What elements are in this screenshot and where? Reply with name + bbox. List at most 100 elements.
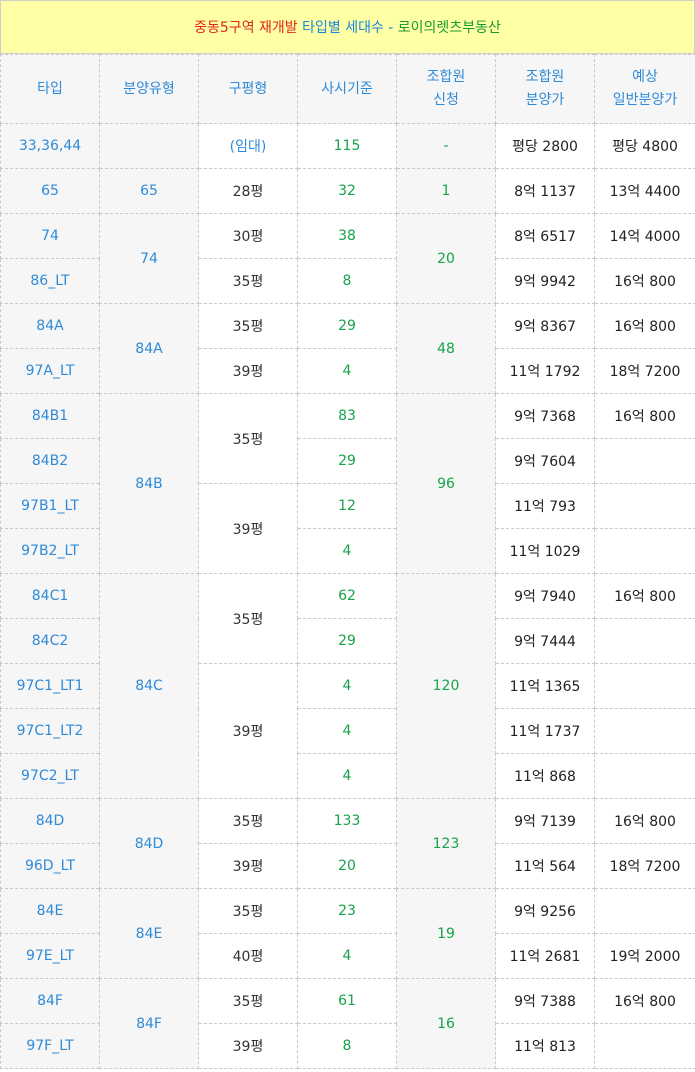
table-row: 97A_LT 39평 4 11억 1792 18억 7200 bbox=[0, 348, 695, 394]
unit-type-table: 타입 분양유형 구평형 사시기준 조합원 신청 조합원 분양가 예상 일반분양가 33… bbox=[0, 54, 695, 1069]
cell-type: 84B2 bbox=[0, 438, 100, 484]
table-row: 97F_LT 39평 8 11억 813 bbox=[0, 1023, 695, 1069]
table-row: 84B1 84B 35평 83 96 9억 7368 16억 800 bbox=[0, 393, 695, 574]
cell-count: 133 bbox=[297, 798, 397, 844]
table-row: 84B2 29 9억 7604 bbox=[0, 438, 695, 484]
cell-area: 28평 bbox=[198, 168, 298, 214]
cell-count: 32 bbox=[297, 168, 397, 214]
cell-area: 39평 bbox=[198, 1023, 298, 1069]
cell-type: 86_LT bbox=[0, 258, 100, 304]
cell-general-price: 16억 800 bbox=[594, 573, 695, 619]
table-row: 97B1_LT 39평 12 11억 793 bbox=[0, 483, 695, 574]
cell-union-price: 9억 8367 bbox=[495, 303, 595, 349]
cell-general-price: 13억 4400 bbox=[594, 168, 695, 214]
table-row: 84D 84D 35평 133 123 9억 7139 16억 800 bbox=[0, 798, 695, 889]
cell-sale-type: 84B bbox=[99, 393, 199, 574]
cell-type: 33,36,44 bbox=[0, 123, 100, 169]
header-row: 타입 분양유형 구평형 사시기준 조합원 신청 조합원 분양가 예상 일반분양가 bbox=[0, 54, 695, 124]
cell-count: 4 bbox=[297, 528, 397, 574]
cell-general-price: 18억 7200 bbox=[594, 843, 695, 889]
cell-count: 20 bbox=[297, 843, 397, 889]
cell-sale-type: 84D bbox=[99, 798, 199, 889]
cell-area: 39평 bbox=[198, 348, 298, 394]
cell-general-price bbox=[594, 1023, 695, 1069]
cell-count: 29 bbox=[297, 438, 397, 484]
table-row: 84C1 84C 35평 62 120 9억 7940 16억 800 bbox=[0, 573, 695, 799]
cell-union-price: 11억 1029 bbox=[495, 528, 595, 574]
header-union-price-line1: 조합원 bbox=[525, 69, 565, 85]
cell-count: 83 bbox=[297, 393, 397, 439]
header-union-request-line1: 조합원 bbox=[426, 69, 466, 85]
header-count: 사시기준 bbox=[297, 54, 397, 124]
cell-area: 40평 bbox=[198, 933, 298, 979]
header-area: 구평형 bbox=[198, 54, 298, 124]
cell-union-request: 19 bbox=[396, 888, 496, 979]
table-row: 97C2_LT 4 11억 868 bbox=[0, 753, 695, 799]
cell-union-price: 11억 1737 bbox=[495, 708, 595, 754]
cell-type: 84F bbox=[0, 978, 100, 1024]
cell-union-price: 9억 7368 bbox=[495, 393, 595, 439]
table-row: 97C1_LT1 39평 4 11억 1365 bbox=[0, 663, 695, 799]
cell-union-request: 120 bbox=[396, 573, 496, 799]
cell-type: 84B1 bbox=[0, 393, 100, 439]
cell-sale-type: 84C bbox=[99, 573, 199, 799]
cell-count: 61 bbox=[297, 978, 397, 1024]
cell-general-price: 16억 800 bbox=[594, 393, 695, 439]
cell-count: 29 bbox=[297, 303, 397, 349]
cell-type: 74 bbox=[0, 213, 100, 259]
cell-count: 38 bbox=[297, 213, 397, 259]
cell-sale-type: 84A bbox=[99, 303, 199, 394]
cell-type: 84D bbox=[0, 798, 100, 844]
cell-area: 35평 bbox=[198, 258, 298, 304]
header-type: 타입 bbox=[0, 54, 100, 124]
cell-general-price bbox=[594, 708, 695, 754]
cell-union-request: 123 bbox=[396, 798, 496, 889]
cell-general-price bbox=[594, 618, 695, 664]
table-row: 84E 84E 35평 23 19 9억 9256 bbox=[0, 888, 695, 979]
cell-union-request: 1 bbox=[396, 168, 496, 214]
cell-union-price: 9억 7604 bbox=[495, 438, 595, 484]
cell-count: 8 bbox=[297, 258, 397, 304]
cell-type: 97F_LT bbox=[0, 1023, 100, 1069]
cell-type: 97C1_LT1 bbox=[0, 663, 100, 709]
cell-sale-type: 65 bbox=[99, 168, 199, 214]
cell-union-request: 20 bbox=[396, 213, 496, 304]
cell-area: 35평 bbox=[198, 888, 298, 934]
cell-union-price: 9억 9942 bbox=[495, 258, 595, 304]
header-union-request-line2: 신청 bbox=[433, 92, 459, 108]
cell-type: 84E bbox=[0, 888, 100, 934]
header-union-price: 조합원 분양가 bbox=[495, 54, 595, 124]
cell-union-price: 11억 868 bbox=[495, 753, 595, 799]
cell-general-price: 평당 4800 bbox=[594, 123, 695, 169]
table-row: 97E_LT 40평 4 11억 2681 19억 2000 bbox=[0, 933, 695, 979]
cell-type: 97C1_LT2 bbox=[0, 708, 100, 754]
header-general-price-line1: 예상 bbox=[632, 69, 658, 85]
cell-count: 4 bbox=[297, 663, 397, 709]
cell-area: 39평 bbox=[198, 843, 298, 889]
cell-union-price: 11억 2681 bbox=[495, 933, 595, 979]
title-part-source: 로이의렛츠부동산 bbox=[397, 20, 501, 36]
table-title: 중동5구역 재개발 타입별 세대수 - 로이의렛츠부동산 bbox=[0, 0, 695, 54]
cell-type: 97B1_LT bbox=[0, 483, 100, 529]
table-row: 74 74 30평 38 20 8억 6517 14억 4000 bbox=[0, 213, 695, 304]
cell-area: 39평 bbox=[198, 483, 298, 574]
cell-sale-type: 84F bbox=[99, 978, 199, 1069]
cell-union-price: 9억 7388 bbox=[495, 978, 595, 1024]
cell-area: 35평 bbox=[198, 393, 298, 484]
cell-count: 8 bbox=[297, 1023, 397, 1069]
cell-general-price bbox=[594, 888, 695, 934]
header-sale-type: 분양유형 bbox=[99, 54, 199, 124]
cell-type: 97C2_LT bbox=[0, 753, 100, 799]
table-row: 84C2 29 9억 7444 bbox=[0, 618, 695, 664]
cell-area: 35평 bbox=[198, 798, 298, 844]
cell-general-price bbox=[594, 438, 695, 484]
cell-union-price: 9억 7444 bbox=[495, 618, 595, 664]
cell-area: 35평 bbox=[198, 573, 298, 664]
cell-count: 4 bbox=[297, 708, 397, 754]
cell-area: 39평 bbox=[198, 663, 298, 799]
table-row: 84A 84A 35평 29 48 9억 8367 16억 800 bbox=[0, 303, 695, 394]
cell-general-price bbox=[594, 753, 695, 799]
table-row: 65 65 28평 32 1 8억 1137 13억 4400 bbox=[0, 168, 695, 214]
cell-general-price: 16억 800 bbox=[594, 258, 695, 304]
